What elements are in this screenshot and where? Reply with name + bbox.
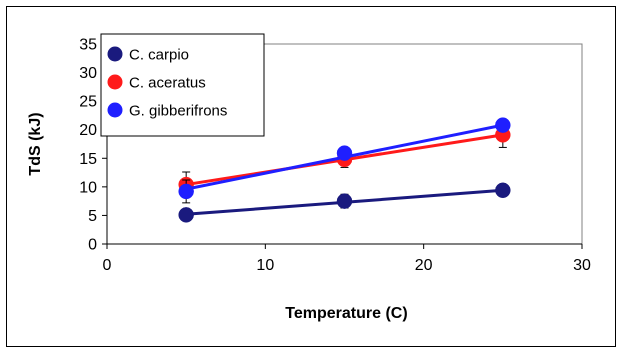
x-tick-label: 0 bbox=[103, 257, 112, 274]
x-axis-title: Temperature (C) bbox=[285, 305, 407, 322]
legend-label-c-aceratus: C. aceratus bbox=[129, 75, 206, 92]
y-tick-label: 5 bbox=[88, 208, 97, 225]
data-point-c-carpio bbox=[495, 182, 511, 199]
y-tick-label: 30 bbox=[79, 65, 97, 82]
x-tick-label: 20 bbox=[415, 257, 433, 274]
data-point-c-carpio bbox=[178, 207, 194, 223]
y-tick-label: 35 bbox=[79, 37, 97, 54]
series-g-gibberifrons bbox=[178, 117, 511, 204]
axes: 0 5 10 15 20 25 30 35 0 10 20 30 bbox=[79, 37, 591, 275]
y-tick-label: 20 bbox=[79, 122, 97, 139]
y-axis-title: TdS (kJ) bbox=[27, 112, 44, 175]
chart-svg: 0 5 10 15 20 25 30 35 0 10 20 30 C. carpio C. acerat… bbox=[27, 33, 591, 322]
legend-box bbox=[100, 33, 265, 137]
x-tick-label: 30 bbox=[573, 257, 591, 274]
legend-marker-g-gibberifrons bbox=[107, 102, 123, 118]
data-point-g-gibberifrons bbox=[336, 145, 353, 161]
legend-marker-c-carpio bbox=[107, 46, 123, 62]
y-tick-label: 15 bbox=[79, 151, 97, 168]
legend-label-g-gibberifrons: G. gibberifrons bbox=[129, 103, 227, 120]
x-tick-label: 10 bbox=[256, 257, 274, 274]
legend-marker-c-aceratus bbox=[107, 74, 123, 90]
y-tick-label: 25 bbox=[79, 94, 97, 111]
data-point-g-gibberifrons bbox=[495, 117, 511, 133]
series-layer bbox=[178, 117, 511, 223]
data-point-g-gibberifrons bbox=[178, 183, 194, 200]
series-c-carpio bbox=[178, 182, 511, 223]
chart-frame: 0 5 10 15 20 25 30 35 0 10 20 30 C. carpio C. acerat… bbox=[6, 6, 616, 347]
legend: C. carpio C. aceratus G. gibberifrons bbox=[100, 33, 265, 137]
y-tick-label: 0 bbox=[88, 237, 97, 254]
y-tick-label: 10 bbox=[79, 179, 97, 196]
legend-label-c-carpio: C. carpio bbox=[129, 47, 189, 64]
data-point-c-carpio bbox=[336, 193, 353, 209]
